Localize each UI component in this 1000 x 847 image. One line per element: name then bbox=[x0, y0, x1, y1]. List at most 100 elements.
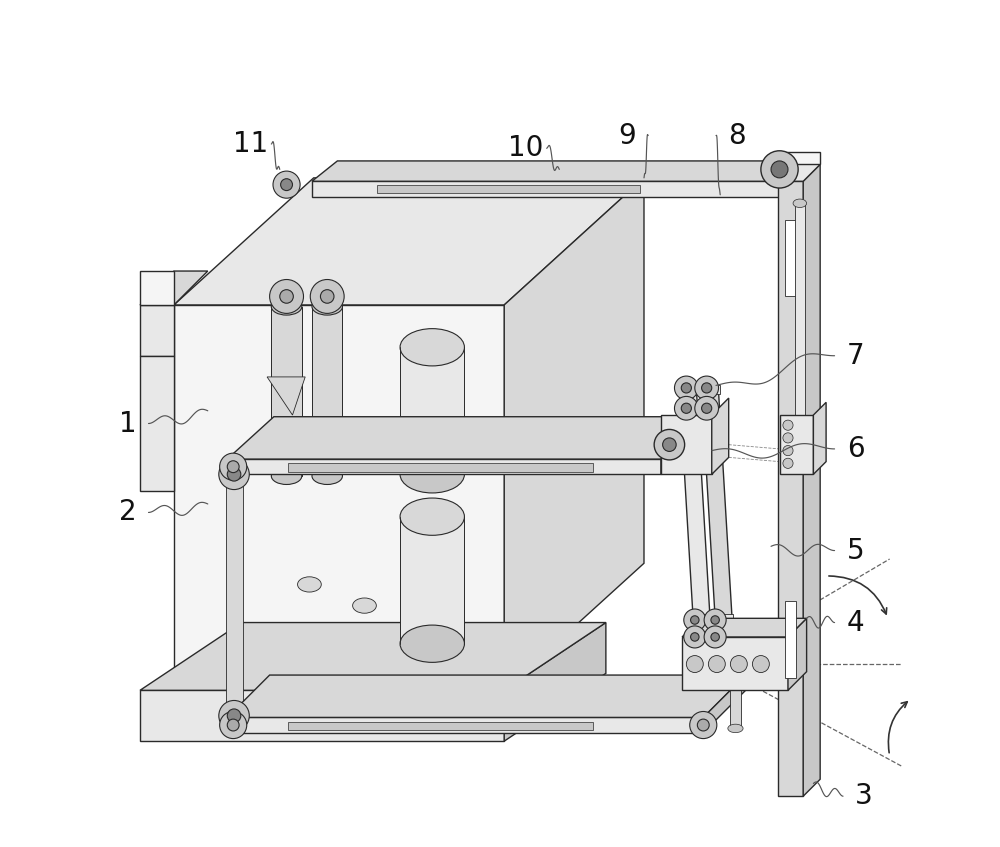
Polygon shape bbox=[140, 690, 504, 741]
Ellipse shape bbox=[400, 329, 464, 366]
Text: 6: 6 bbox=[847, 435, 865, 463]
Polygon shape bbox=[227, 675, 746, 717]
Circle shape bbox=[752, 656, 769, 673]
Polygon shape bbox=[140, 271, 208, 305]
Circle shape bbox=[697, 719, 709, 731]
Polygon shape bbox=[712, 398, 729, 474]
Circle shape bbox=[711, 633, 719, 641]
Circle shape bbox=[702, 383, 712, 393]
Circle shape bbox=[227, 719, 239, 731]
Polygon shape bbox=[400, 517, 464, 644]
Polygon shape bbox=[227, 417, 708, 459]
Polygon shape bbox=[693, 614, 733, 623]
Polygon shape bbox=[377, 185, 640, 193]
Polygon shape bbox=[803, 164, 820, 796]
Polygon shape bbox=[226, 474, 243, 717]
Circle shape bbox=[690, 711, 717, 739]
Polygon shape bbox=[140, 356, 174, 491]
Ellipse shape bbox=[400, 498, 464, 535]
Circle shape bbox=[704, 609, 726, 631]
Ellipse shape bbox=[271, 298, 302, 315]
Polygon shape bbox=[730, 690, 741, 728]
Text: 8: 8 bbox=[728, 121, 746, 150]
Circle shape bbox=[219, 700, 249, 731]
Circle shape bbox=[219, 459, 249, 490]
Polygon shape bbox=[174, 178, 644, 305]
Polygon shape bbox=[400, 347, 464, 474]
Polygon shape bbox=[795, 203, 805, 432]
Circle shape bbox=[310, 280, 344, 313]
Text: 3: 3 bbox=[855, 782, 873, 811]
Polygon shape bbox=[682, 618, 807, 637]
Circle shape bbox=[761, 151, 798, 188]
Polygon shape bbox=[271, 307, 302, 476]
Circle shape bbox=[220, 453, 247, 480]
Circle shape bbox=[681, 383, 691, 393]
Circle shape bbox=[708, 656, 725, 673]
Polygon shape bbox=[312, 161, 805, 181]
Circle shape bbox=[320, 290, 334, 303]
Circle shape bbox=[783, 433, 793, 443]
Polygon shape bbox=[788, 618, 807, 690]
Polygon shape bbox=[140, 623, 606, 690]
Circle shape bbox=[704, 626, 726, 648]
Circle shape bbox=[783, 420, 793, 430]
Text: 4: 4 bbox=[847, 608, 865, 637]
Polygon shape bbox=[174, 305, 504, 690]
Circle shape bbox=[686, 656, 703, 673]
Ellipse shape bbox=[400, 625, 464, 662]
Circle shape bbox=[280, 290, 293, 303]
Polygon shape bbox=[267, 377, 305, 415]
Circle shape bbox=[270, 280, 303, 313]
Polygon shape bbox=[504, 623, 606, 741]
Polygon shape bbox=[227, 459, 661, 474]
Polygon shape bbox=[785, 601, 796, 678]
Circle shape bbox=[695, 396, 719, 420]
Circle shape bbox=[684, 609, 706, 631]
Polygon shape bbox=[780, 415, 813, 474]
Text: 2: 2 bbox=[119, 498, 136, 527]
Circle shape bbox=[273, 171, 300, 198]
Circle shape bbox=[674, 376, 698, 400]
Polygon shape bbox=[813, 402, 826, 474]
Ellipse shape bbox=[793, 199, 807, 208]
Circle shape bbox=[783, 446, 793, 456]
Circle shape bbox=[691, 616, 699, 624]
Ellipse shape bbox=[353, 598, 376, 613]
Ellipse shape bbox=[298, 577, 321, 592]
Circle shape bbox=[663, 438, 676, 451]
Circle shape bbox=[227, 709, 241, 722]
Polygon shape bbox=[312, 307, 342, 476]
Ellipse shape bbox=[271, 468, 302, 484]
Circle shape bbox=[783, 458, 793, 468]
Circle shape bbox=[702, 403, 712, 413]
Circle shape bbox=[730, 656, 747, 673]
Polygon shape bbox=[288, 463, 593, 472]
Circle shape bbox=[227, 461, 239, 473]
Polygon shape bbox=[682, 637, 788, 690]
Circle shape bbox=[281, 179, 292, 191]
Circle shape bbox=[771, 161, 788, 178]
Polygon shape bbox=[778, 152, 820, 164]
Text: 9: 9 bbox=[618, 121, 636, 150]
Ellipse shape bbox=[400, 456, 464, 493]
Ellipse shape bbox=[312, 468, 342, 484]
Polygon shape bbox=[661, 417, 708, 474]
Circle shape bbox=[227, 468, 241, 481]
Text: 10: 10 bbox=[508, 134, 543, 163]
Text: 11: 11 bbox=[233, 130, 268, 158]
Polygon shape bbox=[661, 415, 712, 474]
Polygon shape bbox=[140, 271, 174, 305]
Polygon shape bbox=[680, 391, 710, 618]
Circle shape bbox=[654, 429, 685, 460]
Text: 5: 5 bbox=[847, 536, 865, 565]
Polygon shape bbox=[785, 220, 796, 296]
Circle shape bbox=[674, 396, 698, 420]
Circle shape bbox=[711, 616, 719, 624]
Polygon shape bbox=[140, 305, 174, 356]
Text: 1: 1 bbox=[119, 409, 136, 438]
Polygon shape bbox=[778, 181, 803, 796]
Polygon shape bbox=[288, 722, 593, 730]
Ellipse shape bbox=[312, 298, 342, 315]
Ellipse shape bbox=[728, 724, 743, 733]
